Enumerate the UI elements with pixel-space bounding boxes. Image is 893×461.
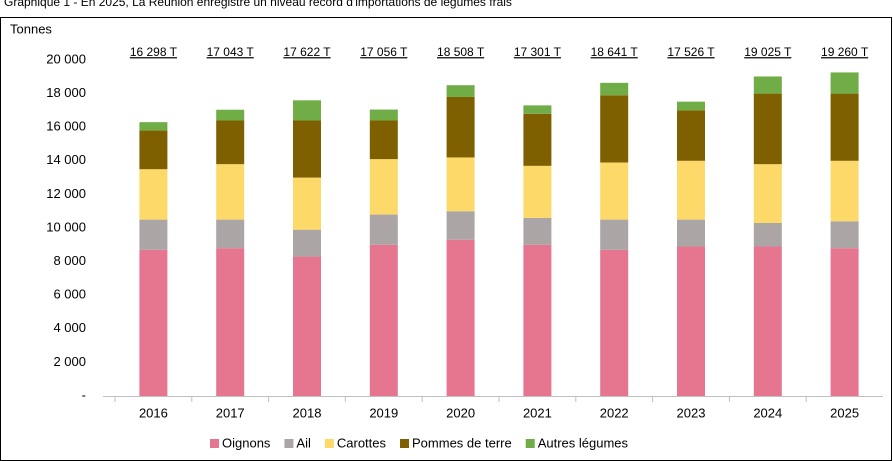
y-tick-label: 10 000 (46, 219, 86, 234)
bar-segment (446, 239, 475, 396)
bar-segment (523, 105, 552, 114)
y-tick-label: 12 000 (46, 186, 86, 201)
bar-segment (677, 160, 705, 220)
bar-segment (369, 109, 398, 121)
bar-segment (677, 101, 705, 111)
total-label: 18 641 T (591, 45, 639, 59)
bar-segment (369, 244, 398, 396)
bar-segment (600, 95, 629, 163)
x-tick-label: 2018 (293, 405, 322, 420)
bar-segment (830, 72, 859, 94)
bar-segment (139, 249, 168, 396)
bar-segment (830, 160, 859, 222)
legend-label: Oignons (222, 435, 271, 450)
bar-segment (753, 76, 782, 94)
legend-label: Pommes de terre (412, 435, 512, 450)
bar-segment (600, 249, 629, 396)
x-tick-label: 2020 (446, 405, 475, 420)
bar-segment (830, 93, 859, 161)
bar-segment (369, 214, 398, 245)
bar-segment (446, 96, 475, 158)
bar-segment (293, 120, 321, 178)
bar-segment (677, 219, 705, 247)
bar-segment (523, 217, 552, 245)
legend-label: Autres légumes (538, 435, 629, 450)
legend-swatch (324, 439, 334, 448)
legend-swatch (284, 439, 294, 448)
bar-segment (139, 130, 168, 170)
bar-segment (600, 219, 629, 250)
y-tick-label: 18 000 (46, 85, 86, 100)
bar-segment (293, 229, 321, 257)
bar-segment (369, 120, 398, 160)
x-tick-label: 2019 (369, 405, 398, 420)
bar-segment (216, 109, 245, 121)
total-label: 17 301 T (514, 45, 562, 59)
x-tick-label: 2021 (523, 405, 552, 420)
bar-segment (600, 82, 629, 96)
bar-segment (446, 211, 475, 240)
bar-segment (369, 159, 398, 215)
total-label: 19 025 T (744, 45, 792, 59)
bar-segment (216, 219, 245, 249)
bar-segment (293, 256, 321, 396)
bar-segment (753, 246, 782, 396)
bar-segment (293, 100, 321, 121)
bar-segment (293, 177, 321, 230)
total-label: 19 260 T (821, 45, 869, 59)
bar-segment (523, 244, 552, 396)
y-axis-label: Tonnes (10, 21, 52, 36)
legend-label: Carottes (337, 435, 387, 450)
legend-label: Ail (296, 435, 311, 450)
y-tick-label: 14 000 (46, 152, 86, 167)
bar-segment (216, 120, 245, 165)
bar-segment (753, 93, 782, 165)
bar-segment (677, 110, 705, 161)
y-tick-label: 20 000 (46, 51, 86, 66)
bar-segment (600, 162, 629, 220)
bar-segment (753, 164, 782, 223)
x-tick-label: 2025 (830, 405, 859, 420)
bar-segment (523, 165, 552, 218)
legend-swatch (210, 439, 219, 448)
x-tick-label: 2023 (677, 405, 706, 420)
y-tick-label: - (82, 387, 86, 402)
y-tick-label: 6 000 (53, 287, 86, 302)
bar-segment (677, 246, 705, 396)
x-tick-label: 2016 (139, 405, 168, 420)
y-tick-label: 2 000 (53, 354, 86, 369)
bar-segment (753, 222, 782, 247)
y-tick-label: 8 000 (53, 253, 86, 268)
total-label: 17 043 T (207, 45, 255, 59)
chart-title: Graphique 1 - En 2025, La Réunion enregi… (4, 0, 512, 9)
bar-segment (446, 157, 475, 212)
bar-segment (216, 248, 245, 396)
bar-segment (830, 221, 859, 249)
bar-segment (139, 219, 168, 250)
legend-swatch (525, 439, 535, 448)
total-label: 16 298 T (130, 45, 178, 59)
bar-segment (830, 248, 859, 396)
x-tick-label: 2022 (600, 405, 629, 420)
y-tick-label: 4 000 (53, 320, 86, 335)
bar-segment (216, 164, 245, 220)
total-label: 17 056 T (360, 45, 408, 59)
total-label: 17 622 T (283, 45, 331, 59)
x-tick-label: 2017 (216, 405, 245, 420)
total-label: 17 526 T (667, 45, 715, 59)
x-tick-label: 2024 (753, 405, 782, 420)
bar-segment (139, 122, 168, 131)
legend-swatch (400, 439, 410, 448)
bar-segment (139, 169, 168, 220)
y-tick-label: 16 000 (46, 119, 86, 134)
total-label: 18 508 T (437, 45, 485, 59)
bar-segment (523, 113, 552, 166)
bar-segment (446, 85, 475, 97)
